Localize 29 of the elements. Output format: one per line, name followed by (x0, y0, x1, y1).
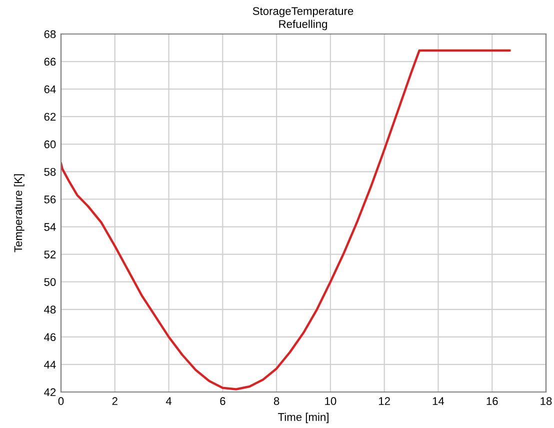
x-tick-label: 10 (325, 397, 336, 406)
y-tick-label: 68 (44, 30, 56, 38)
x-tick-label: 14 (432, 397, 444, 405)
x-tick-label: 2 (112, 397, 118, 405)
y-tick-label: 56 (44, 196, 56, 204)
y-tick-label: 48 (44, 306, 56, 314)
y-tick-label: 46 (44, 333, 56, 342)
y-tick-label: 44 (44, 360, 56, 368)
x-tick-label: 8 (274, 397, 280, 406)
x-tick-label: 6 (220, 397, 226, 406)
y-tick-label: 54 (44, 223, 56, 231)
y-tick-label: 52 (44, 250, 56, 258)
chart-title: StorageTemperature (252, 7, 354, 18)
x-tick-label: 16 (486, 397, 498, 406)
y-tick-label: 64 (44, 85, 56, 94)
y-tick-label: 42 (44, 388, 56, 396)
chart-subtitle: Refuelling (279, 20, 327, 30)
y-tick-label: 58 (44, 168, 56, 176)
y-tick-label: 60 (44, 140, 56, 148)
x-tick-label: 0 (58, 397, 64, 406)
x-tick-label: 4 (166, 397, 172, 405)
y-tick-label: 66 (44, 58, 56, 66)
x-tick-label: 12 (379, 397, 390, 405)
x-tick-label: 18 (540, 397, 552, 406)
y-axis-title: Temperature [K] (14, 174, 24, 252)
y-tick-label: 62 (44, 112, 56, 121)
x-axis-title: Time [min] (278, 412, 328, 424)
y-tick-label: 50 (44, 278, 56, 286)
line-series (61, 49, 511, 390)
